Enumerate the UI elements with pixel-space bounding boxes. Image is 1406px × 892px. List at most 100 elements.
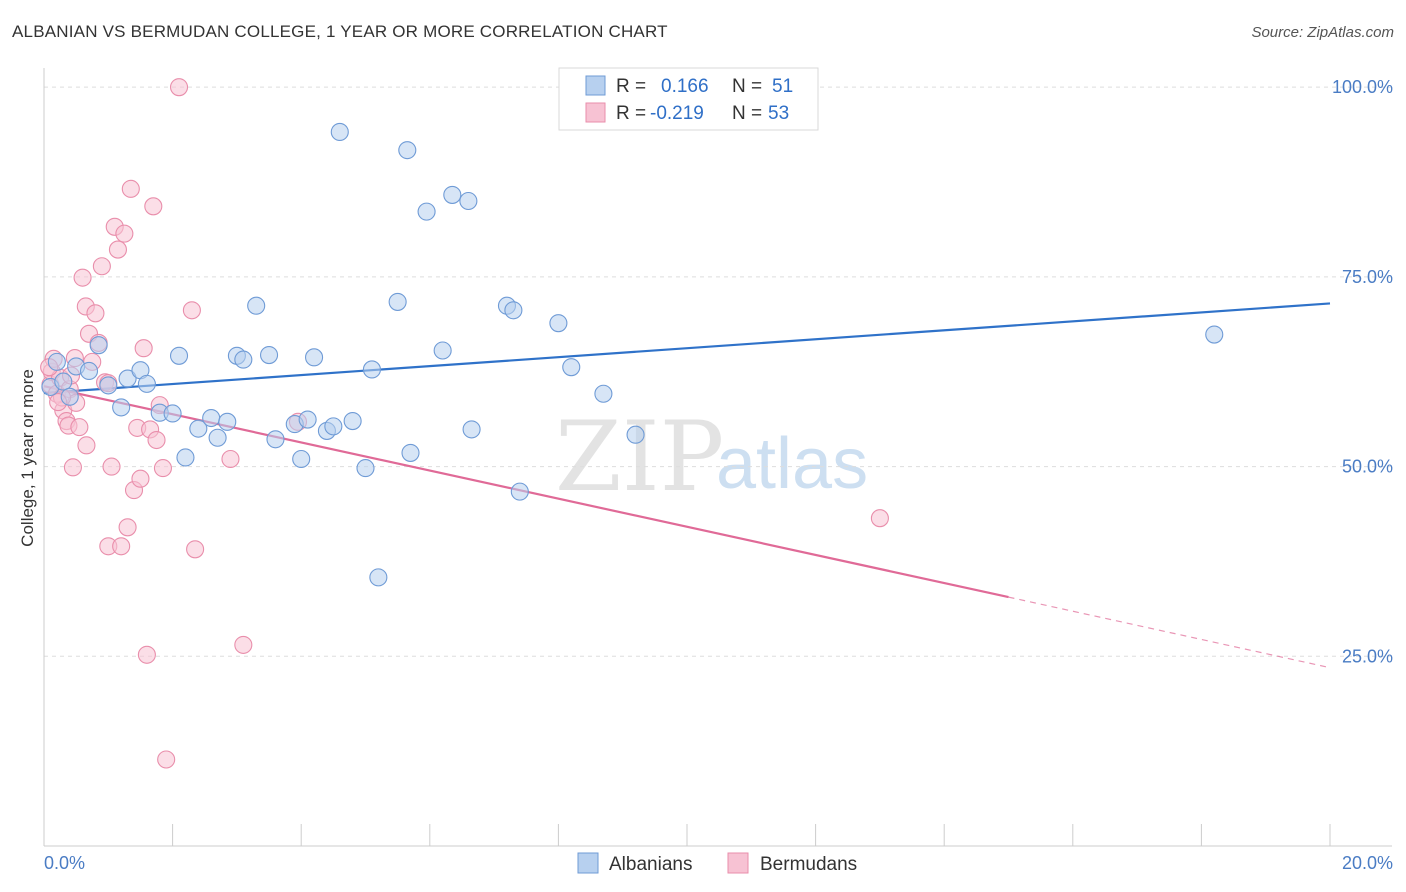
series-legend: Albanians Bermudans <box>577 852 857 875</box>
bermudan-point <box>153 459 173 478</box>
y-tick-label-75: 75.0% <box>1342 267 1393 287</box>
bermudan-point <box>121 179 140 198</box>
y-tick-label-100: 100.0% <box>1332 77 1393 97</box>
albanians-n-value: 51 <box>772 76 793 97</box>
albanian-point <box>362 360 381 379</box>
albanian-point <box>562 358 581 377</box>
albanian-point <box>247 296 266 315</box>
bermudan-point <box>234 635 253 654</box>
albanian-point <box>234 350 253 369</box>
albanian-point <box>202 408 221 428</box>
albanian-point <box>60 387 79 406</box>
bermudan-point <box>63 458 82 477</box>
albanian-point <box>549 314 568 333</box>
bermudan-point <box>182 301 201 320</box>
stats-legend: R = 0.166 N = 51 R = -0.219 N = 53 <box>558 67 819 131</box>
albanian-point <box>510 482 529 501</box>
albanian-point <box>1205 325 1224 344</box>
y-tick-label-25: 25.0% <box>1342 646 1393 666</box>
bermudans-n-value: 53 <box>768 103 789 124</box>
watermark-zip: ZIP <box>555 401 724 513</box>
chart-title: ALBANIAN VS BERMUDAN COLLEGE, 1 YEAR OR … <box>12 22 668 41</box>
bermudan-point <box>73 268 92 287</box>
albanian-point <box>208 428 227 447</box>
albanian-point <box>433 341 452 360</box>
albanian-point <box>398 141 417 160</box>
albanian-point <box>388 292 407 311</box>
albanians-legend-label: Albanians <box>609 854 692 875</box>
albanians-r-label: R = <box>616 76 646 97</box>
albanian-point <box>356 459 375 478</box>
y-tick-label-50: 50.0% <box>1342 457 1393 477</box>
albanian-point <box>626 425 645 444</box>
albanian-point <box>99 376 118 395</box>
gridlines <box>44 86 1392 657</box>
bermudan-point <box>131 469 150 488</box>
data-points <box>40 78 1224 769</box>
y-axis-label: College, 1 year or more <box>18 369 37 547</box>
albanian-point <box>594 384 613 403</box>
bermudan-point <box>134 339 153 358</box>
bermudans-r-value: -0.219 <box>650 103 704 124</box>
bermudan-point <box>102 457 121 476</box>
albanian-point <box>417 202 436 221</box>
bermudan-point <box>157 750 176 769</box>
bermudan-point <box>118 518 137 537</box>
bermudan-point <box>115 224 134 243</box>
bermudan-point <box>112 537 131 556</box>
albanian-point <box>462 420 481 439</box>
bermudan-point <box>70 418 89 437</box>
bermudan-point <box>86 304 105 323</box>
bermudans-legend-swatch <box>585 102 606 123</box>
albanians-swatch <box>577 852 599 874</box>
bermudans-trend-extension <box>1008 596 1331 669</box>
albanian-point <box>218 412 237 431</box>
tick-labels: 25.0% 50.0% 75.0% 100.0% 0.0% 20.0% <box>44 77 1393 873</box>
bermudans-swatch <box>727 852 749 874</box>
albanians-r-value: 0.166 <box>661 76 709 97</box>
albanian-point <box>443 185 462 204</box>
albanian-point <box>343 412 362 431</box>
albanians-n-label: N = <box>732 76 762 97</box>
bermudans-r-label: R = <box>616 103 646 124</box>
albanian-point <box>137 374 156 393</box>
albanian-point <box>305 348 324 367</box>
albanian-point <box>292 449 311 469</box>
albanian-point <box>324 417 343 436</box>
bermudan-point <box>186 540 205 559</box>
bermudan-point <box>92 257 111 276</box>
albanian-point <box>298 410 317 429</box>
bermudan-point <box>870 509 889 528</box>
bermudans-n-label: N = <box>732 103 762 124</box>
watermark-atlas: atlas <box>716 424 868 504</box>
albanian-point <box>330 122 349 141</box>
source-credit: Source: ZipAtlas.com <box>1251 24 1394 41</box>
bermudan-point <box>108 240 127 259</box>
albanians-legend-swatch <box>585 75 606 96</box>
albanian-point <box>459 191 478 211</box>
x-tick-label-max: 20.0% <box>1342 853 1393 873</box>
albanian-point <box>504 301 523 320</box>
albanian-point <box>54 372 73 391</box>
albanian-point <box>259 345 279 365</box>
albanian-point <box>89 336 108 355</box>
x-tick-label-min: 0.0% <box>44 853 85 873</box>
bermudan-point <box>137 645 156 664</box>
bermudan-point <box>221 449 240 469</box>
bermudan-point <box>169 78 189 97</box>
albanian-point <box>79 361 99 381</box>
albanian-point <box>118 369 137 388</box>
albanian-point <box>189 419 208 438</box>
bermudan-point <box>144 197 163 216</box>
bermudans-legend-label: Bermudans <box>760 854 857 875</box>
albanian-point <box>401 443 420 462</box>
albanian-point <box>112 398 131 417</box>
bermudan-point <box>77 436 96 455</box>
albanian-point <box>169 346 189 365</box>
bermudan-point <box>147 430 166 450</box>
axes <box>43 68 1392 847</box>
albanian-point <box>163 404 182 423</box>
albanian-point <box>369 568 388 587</box>
albanian-point <box>176 448 195 467</box>
